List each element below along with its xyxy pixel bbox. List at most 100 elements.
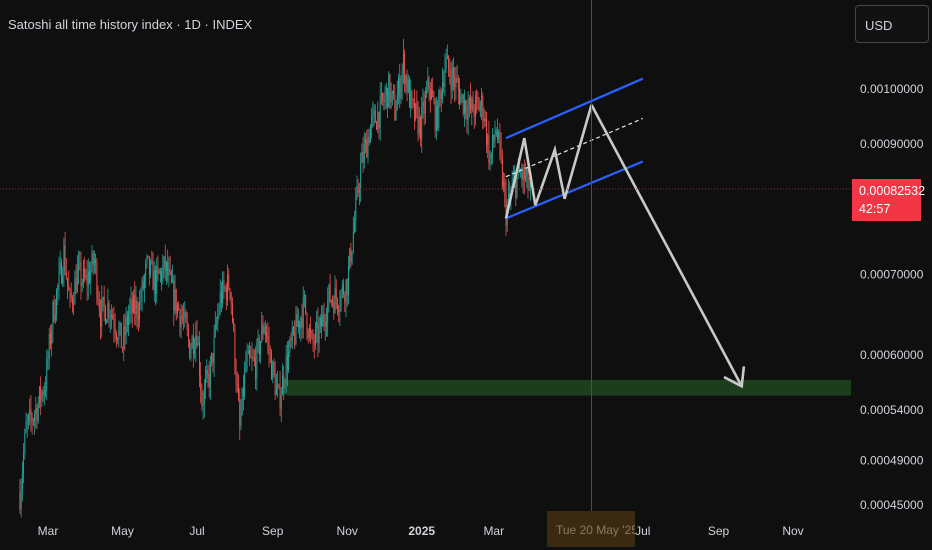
candle — [113, 306, 115, 344]
candle-body — [164, 256, 166, 271]
candle — [384, 85, 386, 110]
candle — [236, 371, 238, 393]
candle — [140, 287, 142, 311]
candle-body — [437, 106, 439, 128]
candle-body — [111, 314, 112, 317]
candle — [427, 66, 429, 94]
candle — [460, 88, 462, 105]
candle — [495, 127, 497, 138]
time-tick-label: Nov — [337, 524, 358, 538]
candle-body — [501, 157, 503, 187]
candle — [53, 295, 55, 323]
price-axis[interactable]: 0.00100000 0.00090000 0.00070000 0.00060000… — [860, 82, 924, 512]
candle — [523, 159, 525, 195]
candle — [235, 358, 237, 393]
candle — [41, 389, 43, 408]
candle-body — [107, 303, 109, 321]
candle-body — [106, 320, 108, 324]
candle-body — [125, 317, 127, 336]
candle — [459, 78, 461, 110]
candle — [251, 342, 253, 372]
currency-button[interactable]: USD — [855, 5, 929, 43]
candle — [302, 286, 304, 339]
candle-body — [396, 94, 398, 111]
candle — [24, 428, 26, 460]
candle — [159, 267, 161, 283]
candle — [34, 409, 36, 435]
candle-body — [39, 386, 40, 403]
candle — [95, 253, 97, 275]
candle-body — [412, 99, 414, 102]
candle — [196, 320, 198, 349]
candle — [185, 309, 187, 324]
candle-body — [274, 373, 276, 396]
candle — [308, 324, 310, 342]
candle-body — [19, 493, 21, 510]
candle-body — [162, 267, 164, 281]
candle — [493, 134, 495, 149]
candle-body — [369, 125, 371, 143]
candle — [213, 325, 215, 377]
candle-body — [34, 414, 36, 421]
time-axis[interactable]: MarMayJulSepNov2025MarMayJulSepNov — [38, 524, 804, 538]
last-price-badge: 0.00082532 42:57 — [852, 179, 925, 221]
candle — [411, 89, 413, 110]
candle-body — [244, 369, 246, 397]
candle-body — [255, 359, 257, 379]
candle-body — [198, 342, 200, 376]
candle-body — [350, 248, 352, 263]
price-tick-label: 0.00100000 — [860, 82, 924, 96]
candle-body — [136, 300, 138, 317]
candle — [400, 75, 402, 104]
candle — [130, 286, 132, 323]
candle-body — [442, 82, 443, 100]
candle — [509, 181, 511, 200]
candle-body — [495, 130, 497, 136]
candle — [262, 315, 264, 341]
candle — [374, 104, 376, 123]
candle-body — [261, 324, 263, 342]
candle-body — [103, 296, 105, 307]
candle-body — [505, 191, 507, 226]
candle — [428, 75, 430, 102]
candle — [96, 258, 98, 305]
candle-body — [239, 399, 241, 426]
candle — [275, 373, 277, 396]
candle — [58, 256, 60, 300]
candle-body — [36, 408, 38, 421]
candle-body — [242, 387, 244, 397]
candle — [475, 91, 476, 126]
candle-body — [130, 299, 132, 308]
candle — [228, 268, 230, 291]
candle — [133, 289, 134, 314]
candle — [119, 321, 121, 336]
candle-body — [235, 367, 237, 384]
candle-body — [432, 90, 434, 98]
candle-body — [166, 262, 167, 271]
bar-countdown: 42:57 — [859, 202, 891, 216]
candle-body — [402, 53, 404, 70]
candle-body — [489, 158, 491, 164]
candle-body — [529, 180, 531, 189]
candle-body — [253, 358, 255, 360]
candle-body — [453, 68, 454, 78]
candle — [231, 297, 233, 324]
candle-body — [222, 280, 224, 304]
candle-body — [74, 278, 76, 305]
candle — [316, 310, 318, 344]
candle — [271, 348, 272, 380]
candle — [337, 297, 338, 316]
candle — [29, 398, 31, 426]
candle — [339, 290, 341, 326]
candle-body — [26, 421, 28, 424]
candle — [93, 250, 95, 273]
candle-body — [446, 55, 448, 60]
candle-body — [79, 262, 81, 264]
candle-body — [525, 175, 526, 180]
candle — [109, 309, 111, 333]
candle — [91, 245, 93, 273]
candle — [488, 120, 490, 170]
candle-body — [357, 186, 359, 193]
candle — [258, 334, 260, 363]
